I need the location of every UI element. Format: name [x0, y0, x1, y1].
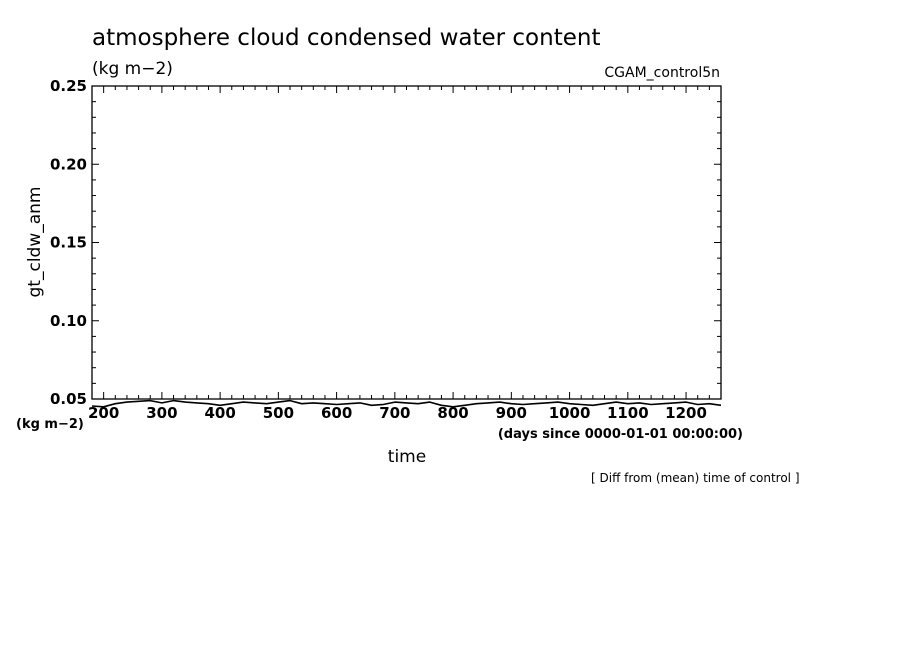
y-tick-label: 0.20: [50, 155, 87, 173]
x-tick-label: 1200: [665, 404, 707, 422]
plot-frame: [91, 85, 722, 400]
x-tick-label: 300: [146, 404, 177, 422]
x-tick-label: 600: [321, 404, 352, 422]
chart-units: (kg m−2): [92, 59, 173, 79]
y-tick-label: 0.15: [50, 234, 87, 252]
y-axis-label: gt_cldw_anm: [25, 187, 45, 298]
y-axis-ticks: 0.05 0.10 0.15 0.20 0.25: [50, 77, 721, 408]
x-tick-label: 800: [437, 404, 468, 422]
diff-note: [ Diff from (mean) time of control ]: [591, 471, 800, 485]
x-tick-label: 700: [379, 404, 410, 422]
x-unit-label: (days since 0000-01-01 00:00:00): [498, 427, 743, 442]
y-tick-label: 0.10: [50, 312, 87, 330]
run-label: CGAM_control5n: [604, 65, 720, 81]
x-axis-ticks: 200 300 400 500 600 700 800 900 1000 1100 1200: [88, 86, 722, 422]
y-tick-label: 0.05: [50, 390, 87, 408]
x-tick-label: 500: [263, 404, 294, 422]
x-tick-label: 1100: [607, 404, 649, 422]
x-tick-label: 900: [496, 404, 527, 422]
x-tick-label: 400: [204, 404, 235, 422]
x-axis-label: time: [388, 447, 426, 467]
x-tick-label: 200: [88, 404, 119, 422]
series-layer: [91, 399, 722, 408]
chart-title: atmosphere cloud condensed water content: [92, 25, 600, 51]
series-line: [91, 399, 722, 408]
y-unit-label: (kg m−2): [16, 417, 84, 432]
y-tick-label: 0.25: [50, 77, 87, 95]
x-tick-label: 1000: [549, 404, 591, 422]
